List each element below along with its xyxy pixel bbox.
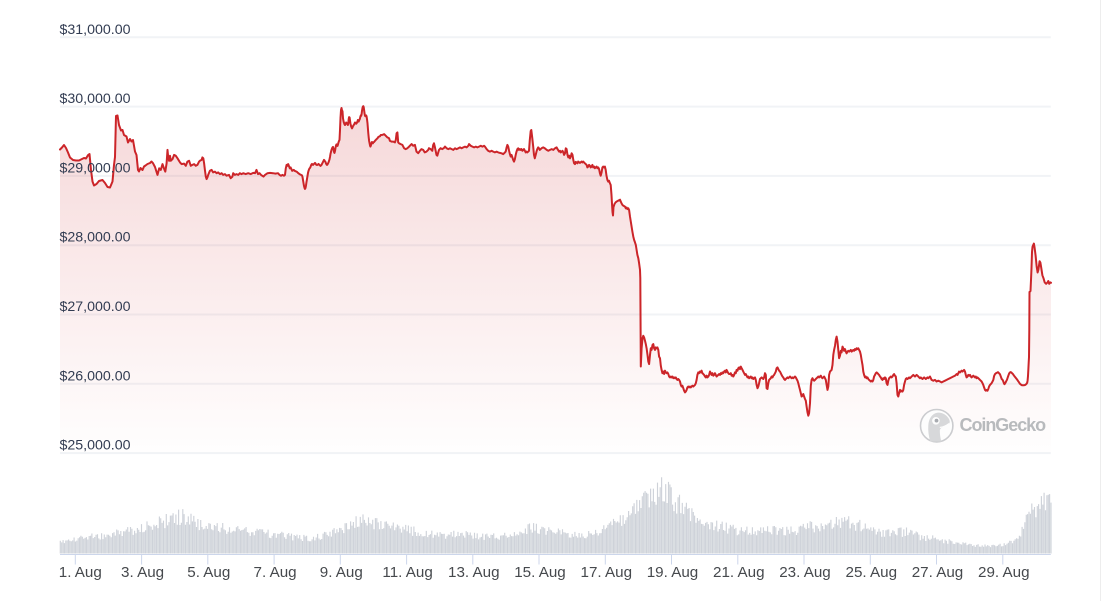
svg-text:$27,000.00: $27,000.00 (60, 299, 131, 315)
svg-text:5. Aug: 5. Aug (187, 564, 230, 581)
svg-text:1. Aug: 1. Aug (59, 564, 102, 581)
svg-text:29. Aug: 29. Aug (978, 564, 1030, 581)
svg-text:CoinGecko: CoinGecko (960, 415, 1047, 435)
svg-text:23. Aug: 23. Aug (779, 564, 831, 581)
svg-text:$25,000.00: $25,000.00 (60, 438, 131, 454)
svg-text:$31,000.00: $31,000.00 (60, 22, 131, 38)
svg-text:7. Aug: 7. Aug (254, 564, 297, 581)
svg-text:15. Aug: 15. Aug (514, 564, 566, 581)
svg-text:9. Aug: 9. Aug (320, 564, 363, 581)
svg-text:$29,000.00: $29,000.00 (60, 160, 131, 176)
svg-text:13. Aug: 13. Aug (448, 564, 500, 581)
svg-text:19. Aug: 19. Aug (647, 564, 699, 581)
svg-text:11. Aug: 11. Aug (382, 564, 432, 581)
svg-text:21. Aug: 21. Aug (713, 564, 765, 581)
svg-text:17. Aug: 17. Aug (581, 564, 633, 581)
svg-text:3. Aug: 3. Aug (121, 564, 164, 581)
svg-text:25. Aug: 25. Aug (846, 564, 898, 581)
svg-text:$28,000.00: $28,000.00 (60, 230, 131, 246)
svg-text:27. Aug: 27. Aug (912, 564, 964, 581)
svg-text:$30,000.00: $30,000.00 (60, 91, 131, 107)
svg-text:$26,000.00: $26,000.00 (60, 368, 131, 384)
